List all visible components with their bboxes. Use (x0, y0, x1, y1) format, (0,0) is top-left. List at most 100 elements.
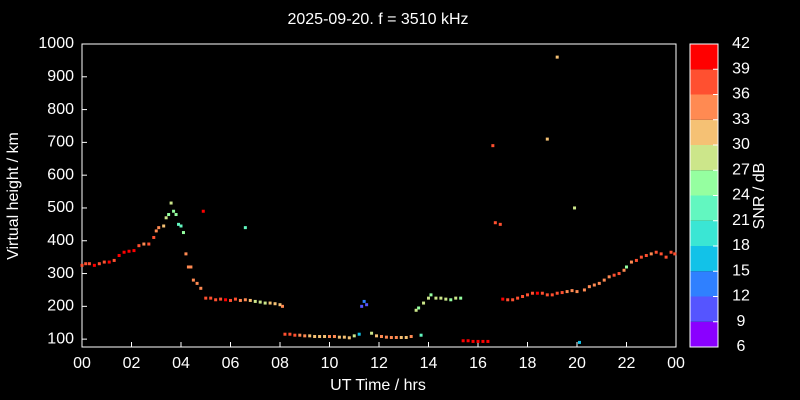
point (466, 339, 470, 343)
point (97, 262, 101, 266)
point (659, 252, 663, 256)
point (219, 297, 223, 301)
point (122, 250, 126, 254)
x-tick-label: 16 (469, 355, 487, 372)
y-tick-label: 100 (47, 330, 74, 347)
y-axis-label: Virtual height / km (5, 132, 22, 260)
point (357, 332, 361, 336)
point (516, 296, 520, 300)
point (664, 255, 668, 259)
point (444, 297, 448, 301)
point (201, 209, 205, 213)
x-tick-label: 00 (667, 355, 685, 372)
point (491, 144, 495, 148)
point (107, 260, 111, 264)
point (545, 293, 549, 297)
point (162, 224, 166, 228)
y-tick-label: 700 (47, 134, 74, 151)
x-tick-label: 06 (222, 355, 240, 372)
x-tick-label: 02 (123, 355, 141, 372)
colorbar-label: SNR / dB (751, 163, 768, 230)
point (449, 298, 453, 302)
colorbar-swatch (690, 69, 718, 95)
x-tick-label: 22 (618, 355, 636, 372)
point (243, 226, 247, 230)
point (308, 334, 312, 338)
point (238, 298, 242, 302)
point (189, 265, 193, 269)
point (132, 249, 136, 253)
x-tick-label: 12 (370, 355, 388, 372)
point (417, 306, 421, 310)
point (506, 298, 510, 302)
colorbar-tick-label: 18 (732, 237, 750, 254)
point (179, 224, 183, 228)
colorbar-tick-label: 42 (732, 35, 750, 52)
point (565, 290, 569, 294)
point (214, 298, 218, 302)
point (157, 226, 161, 230)
colorbar-tick-label: 12 (732, 288, 750, 305)
colorbar-swatch (690, 170, 718, 196)
point (303, 334, 307, 338)
point (493, 221, 497, 225)
point (352, 334, 356, 338)
colorbar-swatch (690, 195, 718, 221)
point (195, 281, 199, 285)
point (92, 263, 96, 267)
y-tick-label: 800 (47, 101, 74, 118)
x-tick-label: 14 (420, 355, 438, 372)
y-tick-label: 300 (47, 265, 74, 282)
point (152, 235, 156, 239)
point (607, 275, 611, 279)
colorbar-swatch (690, 246, 718, 272)
colorbar-swatch (690, 145, 718, 171)
point (409, 335, 413, 339)
point (283, 332, 287, 336)
point (370, 331, 374, 335)
y-tick-label: 200 (47, 298, 74, 315)
point (87, 262, 91, 266)
point (644, 254, 648, 258)
point (84, 262, 88, 266)
point (379, 335, 383, 339)
point (360, 304, 364, 308)
point (293, 333, 297, 337)
point (649, 252, 653, 256)
point (481, 339, 485, 343)
point (199, 286, 203, 290)
point (181, 231, 185, 235)
point (577, 340, 581, 344)
point (323, 335, 327, 339)
point (471, 339, 475, 343)
point (570, 289, 574, 293)
point (278, 303, 282, 307)
point (243, 298, 247, 302)
point (592, 283, 596, 287)
y-tick-label: 400 (47, 232, 74, 249)
point (669, 250, 673, 254)
point (427, 296, 430, 300)
point (422, 301, 426, 305)
point (172, 209, 176, 213)
point (127, 249, 131, 253)
point (112, 258, 116, 262)
colorbar-tick-label: 9 (737, 313, 746, 330)
x-tick-label: 20 (568, 355, 586, 372)
chart-title: 2025-09-20. f = 3510 kHz (287, 11, 468, 28)
point (545, 137, 549, 141)
point (117, 254, 121, 258)
colorbar-swatch (690, 44, 718, 70)
point (575, 290, 579, 294)
point (526, 293, 529, 297)
point (268, 301, 272, 305)
point (337, 335, 341, 339)
colorbar-swatch (690, 220, 718, 246)
colorbar-tick-label: 30 (732, 136, 750, 153)
point (454, 296, 458, 300)
colorbar-swatch (690, 296, 718, 322)
point (434, 296, 438, 300)
point (521, 295, 525, 298)
plot-frame (81, 43, 677, 348)
point (617, 272, 621, 276)
